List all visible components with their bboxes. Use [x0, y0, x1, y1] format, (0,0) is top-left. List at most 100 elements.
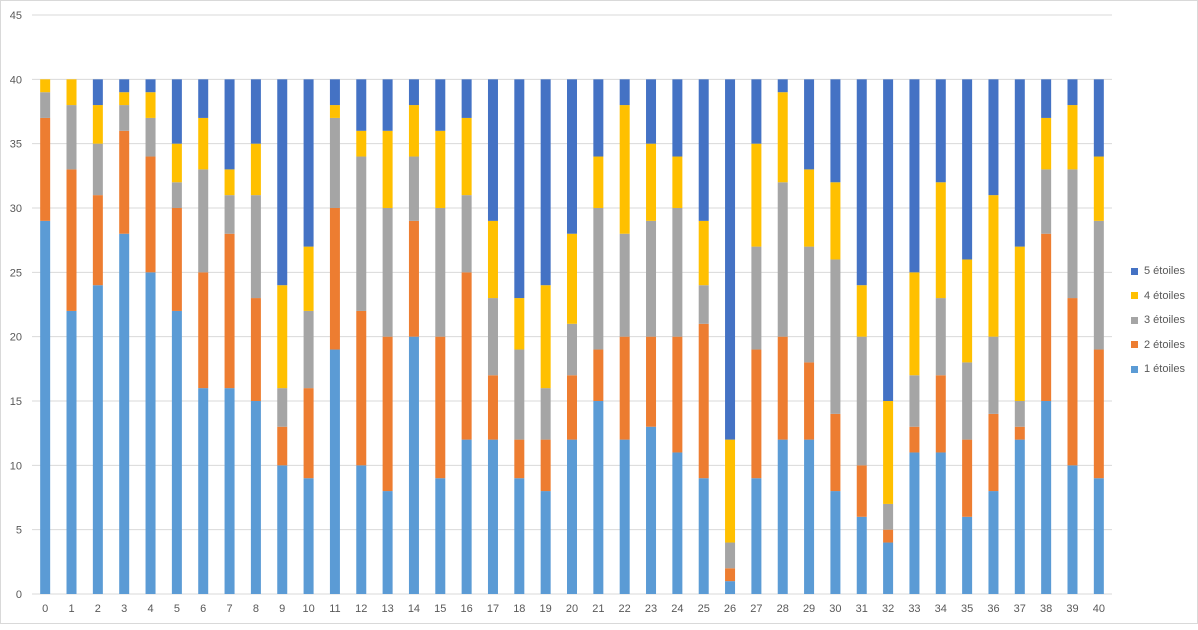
- bar-segment: [487, 375, 498, 440]
- bar-segment: [40, 117, 51, 221]
- bar-segment: [145, 156, 156, 273]
- bar-segment: [40, 79, 51, 93]
- bar-segment: [1093, 349, 1104, 479]
- legend-item: 3 étoiles: [1131, 308, 1185, 333]
- bar-segment: [777, 79, 788, 93]
- bar-segment: [883, 529, 894, 543]
- bar-segment: [171, 79, 182, 144]
- bar-segment: [909, 79, 920, 273]
- y-tick-label: 20: [10, 332, 22, 344]
- bar-segment: [382, 491, 393, 594]
- bar-segment: [593, 156, 604, 208]
- legend-label: 1 étoiles: [1144, 363, 1185, 376]
- bar-segment: [408, 220, 419, 337]
- x-tick-label: 27: [750, 603, 762, 615]
- bar-segment: [435, 130, 446, 208]
- bar-segment: [277, 79, 288, 286]
- x-tick-label: 11: [329, 603, 340, 615]
- x-tick-label: 4: [147, 603, 153, 615]
- bar-segment: [935, 452, 946, 594]
- bar-segment: [145, 79, 156, 93]
- chart-legend: 5 étoiles 4 étoiles 3 étoiles 2 étoiles 1 ét…: [1131, 259, 1185, 382]
- bar-segment: [830, 259, 841, 414]
- bar-segment: [1041, 233, 1052, 401]
- x-tick-label: 12: [355, 603, 367, 615]
- x-tick-label: 0: [42, 603, 48, 615]
- legend-item: 2 étoiles: [1131, 333, 1185, 358]
- bar-segment: [672, 156, 683, 208]
- y-tick-label: 5: [16, 525, 22, 537]
- bar-segment: [277, 388, 288, 427]
- bar-segment: [804, 246, 815, 363]
- bar-segment: [487, 439, 498, 594]
- bar-segment: [962, 362, 973, 440]
- bar-segment: [461, 439, 472, 594]
- bar-segment: [698, 79, 709, 221]
- x-tick-label: 6: [200, 603, 206, 615]
- bar-segment: [514, 349, 525, 440]
- bar-segment: [751, 478, 762, 594]
- x-tick-label: 23: [645, 603, 657, 615]
- bar-segment: [1014, 401, 1025, 427]
- bar-segment: [988, 79, 999, 196]
- bar-segment: [408, 336, 419, 594]
- bar-segment: [277, 426, 288, 466]
- bar-segment: [593, 349, 604, 401]
- x-tick-label: 22: [619, 603, 631, 615]
- bar-segment: [408, 156, 419, 221]
- bar-segment: [777, 439, 788, 594]
- bar-segment: [382, 336, 393, 492]
- x-tick-label: 7: [226, 603, 232, 615]
- bar-segment: [988, 413, 999, 492]
- bar-segment: [435, 79, 446, 131]
- bar-segment: [224, 195, 235, 234]
- bar-segment: [1014, 426, 1025, 440]
- bar-segment: [804, 362, 815, 440]
- bar-segment: [988, 336, 999, 414]
- bar-segment: [672, 208, 683, 337]
- bar-segment: [224, 233, 235, 389]
- bar-segment: [461, 272, 472, 440]
- bar-segment: [698, 323, 709, 479]
- bar-segment: [830, 491, 841, 594]
- bar-segment: [540, 285, 551, 389]
- bar-segment: [725, 79, 736, 440]
- legend-label: 2 étoiles: [1144, 338, 1185, 351]
- bar-segment: [698, 285, 709, 324]
- x-tick-label: 24: [671, 603, 683, 615]
- x-tick-label: 40: [1093, 603, 1105, 615]
- x-tick-label: 28: [777, 603, 789, 615]
- bar-segment: [303, 310, 314, 389]
- bar-segment: [1067, 298, 1078, 466]
- bar-segment: [303, 478, 314, 594]
- bar-segment: [619, 105, 630, 234]
- legend-label: 3 étoiles: [1144, 314, 1185, 327]
- bar-segment: [540, 79, 551, 286]
- bar-segment: [540, 388, 551, 440]
- bar-segment: [303, 246, 314, 311]
- x-tick-label: 1: [68, 603, 74, 615]
- bar-segment: [883, 503, 894, 530]
- bar-segment: [883, 401, 894, 504]
- bar-segment: [777, 182, 788, 337]
- bar-segment: [329, 79, 340, 106]
- bar-segment: [672, 452, 683, 594]
- bar-segment: [725, 542, 736, 569]
- bar-segment: [277, 285, 288, 389]
- x-tick-label: 10: [302, 603, 314, 615]
- legend-item: 5 étoiles: [1131, 259, 1185, 284]
- bar-segment: [751, 79, 762, 144]
- bar-segment: [751, 143, 762, 247]
- bar-segment: [725, 568, 736, 582]
- bar-segment: [646, 220, 657, 337]
- bar-segment: [1067, 465, 1078, 594]
- bar-segment: [224, 169, 235, 196]
- legend-swatch: [1131, 316, 1138, 324]
- bar-segment: [1093, 220, 1104, 350]
- bar-segment: [1041, 117, 1052, 170]
- bar-segment: [514, 478, 525, 594]
- bar-segment: [883, 542, 894, 594]
- bar-segment: [119, 105, 130, 131]
- bar-segment: [962, 439, 973, 517]
